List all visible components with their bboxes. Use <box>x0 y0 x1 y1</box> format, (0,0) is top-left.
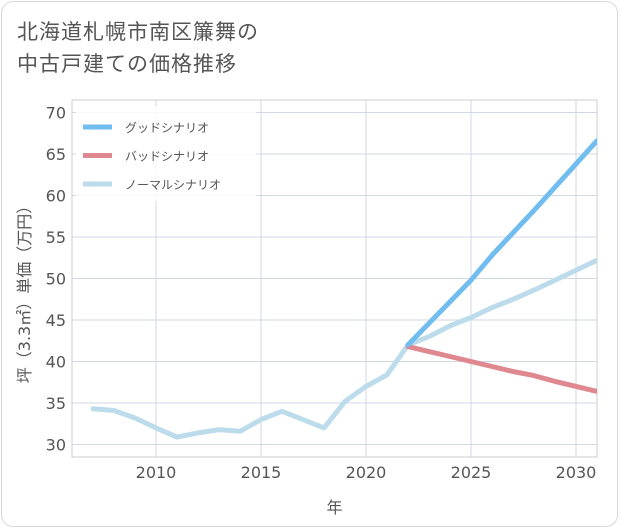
y-tick-label: 40 <box>46 353 66 372</box>
x-tick-label: 2020 <box>346 463 387 482</box>
y-tick-label: 65 <box>46 145 66 164</box>
y-tick-label: 30 <box>46 436 66 455</box>
y-tick-label: 55 <box>46 228 66 247</box>
chart-title-line-1: 北海道札幌市南区簾舞の <box>17 20 259 44</box>
legend-label-1: バッドシナリオ <box>125 150 209 164</box>
x-axis-title: 年 <box>326 498 342 517</box>
legend-label-2: ノーマルシナリオ <box>125 178 221 192</box>
series-lines <box>90 138 597 440</box>
tick-labels: 30 35 40 45 50 55 60 65 70 2010 2015 2020 2025 2030 <box>46 103 597 482</box>
x-tick-label: 2030 <box>556 463 597 482</box>
y-axis-title: 坪（3.3㎡）単価（万円） <box>15 198 34 383</box>
chart-title-line-2: 中古戸建ての価格推移 <box>17 52 237 76</box>
y-tick-label: 70 <box>46 103 66 122</box>
series-line-2 <box>90 257 597 440</box>
x-tick-label: 2015 <box>241 463 282 482</box>
series-line-1 <box>405 344 597 394</box>
x-tick-label: 2025 <box>451 463 492 482</box>
x-tick-label: 2010 <box>136 463 177 482</box>
y-tick-label: 35 <box>46 394 66 413</box>
y-tick-label: 60 <box>46 186 66 205</box>
series-line-0 <box>405 138 597 348</box>
y-tick-label: 50 <box>46 270 66 289</box>
legend-label-0: グッドシナリオ <box>125 121 209 135</box>
y-tick-label: 45 <box>46 311 66 330</box>
chart-title: 北海道札幌市南区簾舞の 中古戸建ての価格推移 <box>17 16 259 80</box>
